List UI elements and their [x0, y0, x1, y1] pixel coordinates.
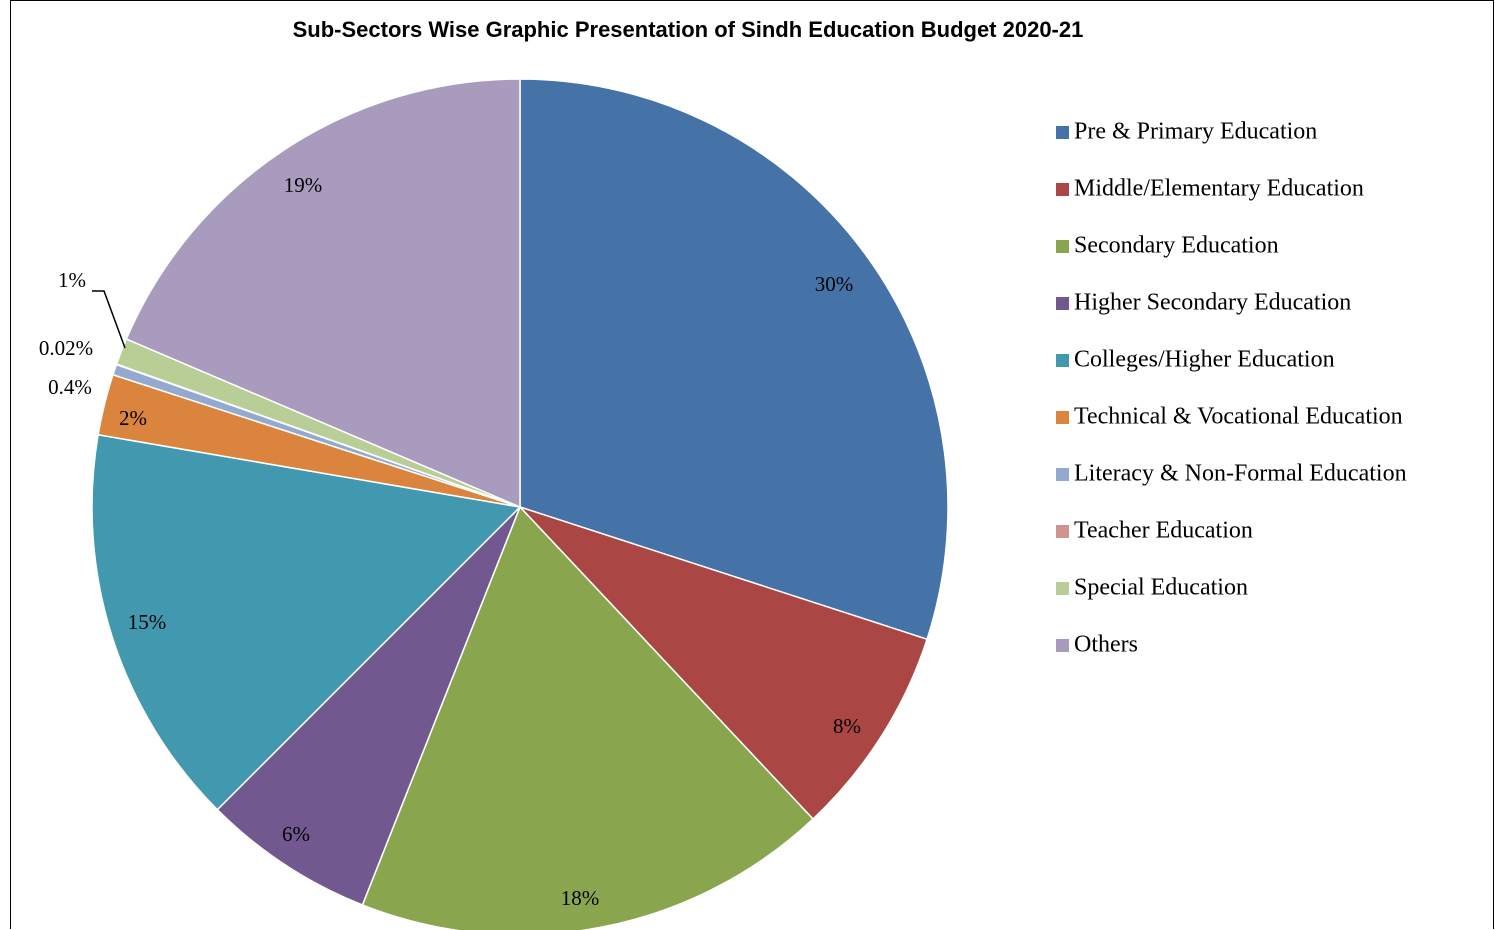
legend-swatch-teacher-education [1056, 525, 1069, 538]
data-label-middle-elementary-education: 8% [833, 714, 861, 738]
pie-slices [91, 78, 949, 930]
data-label-higher-secondary-education: 6% [282, 822, 310, 846]
legend-label-teacher-education: Teacher Education [1074, 518, 1253, 544]
legend-swatch-higher-secondary-education [1056, 297, 1069, 310]
legend-label-technical-vocational-education: Technical & Vocational Education [1074, 404, 1403, 430]
legend-swatch-middle-elementary-education [1056, 183, 1069, 196]
pie-slice-pre-primary-education [519, 78, 949, 641]
pie-slice-colleges-higher-education [91, 433, 522, 811]
data-labels: 30% 8% 18% 6% 15% 2% 0.4% 0.02% 1% 19% [39, 173, 861, 910]
data-label-technical-vocational-education: 2% [119, 406, 147, 430]
data-label-literacy-non-formal-education: 0.4% [48, 375, 92, 399]
legend-swatch-colleges-higher-education [1056, 354, 1069, 367]
legend-swatch-literacy-non-formal-education [1056, 468, 1069, 481]
pie-slice-middle-elementary-education [519, 506, 928, 821]
legend-swatch-others [1056, 639, 1069, 652]
pie-slice-others [125, 78, 521, 509]
legend-label-special-education: Special Education [1074, 575, 1248, 601]
data-label-teacher-education: 0.02% [39, 336, 93, 360]
legend-label-colleges-higher-education: Colleges/Higher Education [1074, 347, 1335, 373]
legend-swatch-technical-vocational-education [1056, 411, 1069, 424]
legend-label-higher-secondary-education: Higher Secondary Education [1074, 290, 1351, 316]
pie-slice-higher-secondary-education [216, 506, 521, 906]
legend-label-secondary-education: Secondary Education [1074, 233, 1279, 259]
legend-swatch-special-education [1056, 582, 1069, 595]
leader-line [92, 290, 126, 349]
legend-swatch-pre-primary-education [1056, 126, 1069, 139]
data-label-colleges-higher-education: 15% [128, 610, 167, 634]
data-label-special-education: 1% [58, 268, 86, 292]
chart-frame [10, 0, 1494, 929]
pie-slice-secondary-education [361, 505, 815, 930]
legend-label-others: Others [1074, 632, 1138, 658]
data-label-pre-primary-education: 30% [815, 272, 854, 296]
legend: Pre & Primary Education Middle/Elementary… [1056, 119, 1407, 658]
data-label-others: 19% [284, 173, 323, 197]
legend-label-pre-primary-education: Pre & Primary Education [1074, 119, 1317, 145]
chart-title: Sub-Sectors Wise Graphic Presentation of… [292, 17, 1084, 42]
legend-label-literacy-non-formal-education: Literacy & Non-Formal Education [1074, 461, 1407, 487]
legend-swatch-secondary-education [1056, 240, 1069, 253]
data-label-secondary-education: 18% [561, 886, 600, 910]
legend-label-middle-elementary-education: Middle/Elementary Education [1074, 176, 1364, 202]
